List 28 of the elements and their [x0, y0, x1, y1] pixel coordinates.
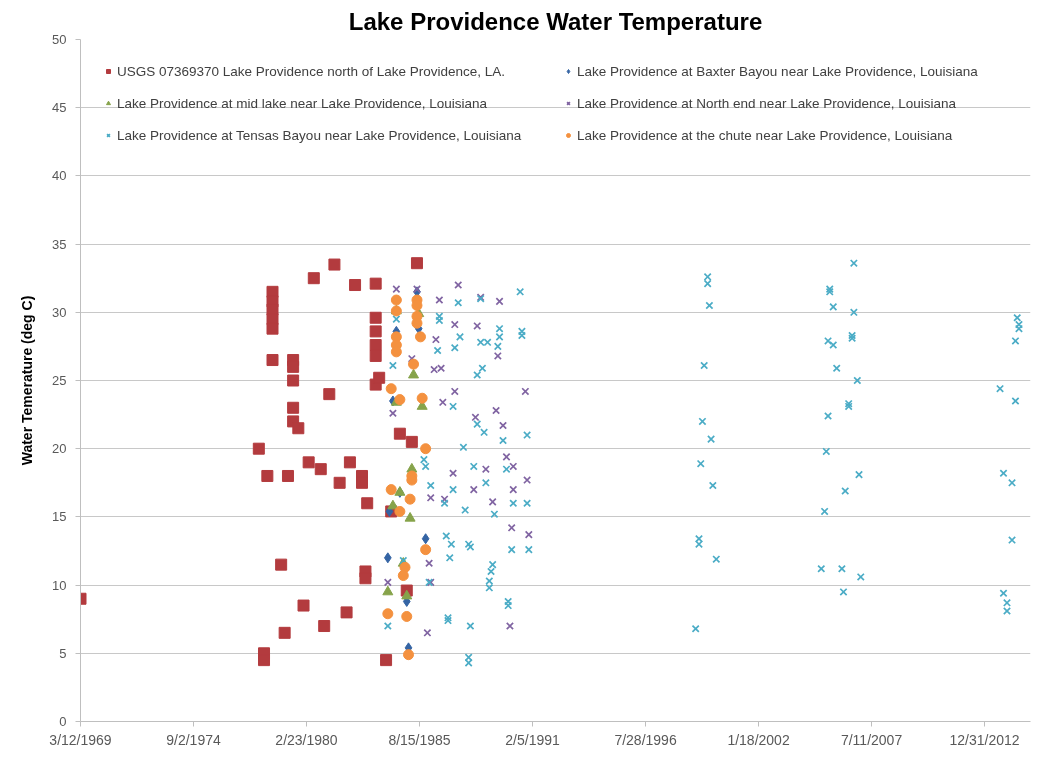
y-tick-label: 20 [52, 441, 67, 457]
y-tick-label: 45 [52, 100, 67, 116]
legend-label: USGS 07369370 Lake Providence north of Lake Providence, LA. [117, 63, 506, 79]
y-tick-label: 25 [52, 373, 67, 388]
y-tick-label: 15 [52, 509, 67, 525]
x-tick-label: 8/15/1985 [388, 731, 451, 748]
x-tick-label: 2/23/1980 [275, 731, 338, 748]
y-tick-label: 0 [59, 714, 67, 729]
y-tick-label: 30 [52, 304, 67, 320]
x-tick-label: 7/11/2007 [840, 731, 903, 748]
y-tick-label: 40 [52, 168, 67, 184]
legend-label: Lake Providence at Tensas Bayou near Lake Providence, Louisiana [117, 127, 523, 143]
legend-label: Lake Providence at Baxter Bayou near Lake Providence, Louisiana [577, 63, 979, 79]
y-tick-label: 35 [52, 236, 67, 252]
legend-label: Lake Providence at North end near Lake Providence, Louisiana [577, 95, 957, 111]
y-tick-label: 50 [52, 32, 67, 47]
chart-title: Lake Providence Water Temperature [348, 7, 763, 35]
x-tick-label: 3/12/1969 [49, 731, 112, 748]
legend-label: Lake Providence at mid lake near Lake Providence, Louisiana [117, 95, 488, 111]
y-tick-label: 5 [59, 645, 67, 661]
y-tick-label: 10 [52, 577, 67, 593]
x-tick-label: 1/18/2002 [727, 731, 790, 748]
x-tick-label: 7/28/1996 [614, 731, 677, 748]
y-axis-title: Water Temerature (deg C) [19, 295, 36, 466]
x-tick-label: 12/31/2012 [949, 731, 1020, 748]
x-tick-label: 2/5/1991 [505, 731, 560, 748]
x-tick-label: 9/2/1974 [166, 731, 221, 748]
legend-label: Lake Providence at the chute near Lake Providence, Louisiana [577, 127, 954, 143]
